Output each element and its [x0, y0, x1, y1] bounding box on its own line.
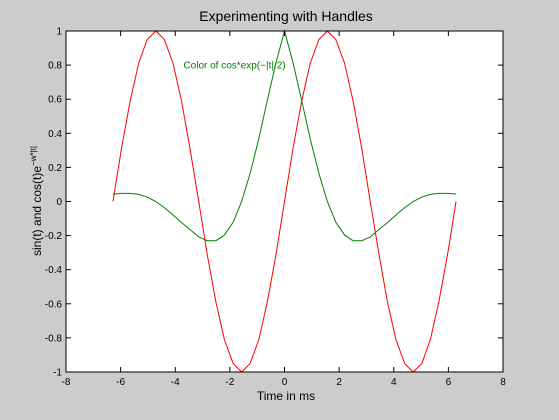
y-tick-label: 0.8: [48, 61, 62, 72]
chart-title: Experimenting with Handles: [199, 8, 373, 24]
y-tick-label: -1: [53, 368, 62, 379]
y-tick-label: 0.6: [48, 95, 62, 106]
y-tick-label: -0.8: [45, 333, 63, 344]
x-tick-label: 8: [500, 377, 506, 388]
y-tick-label: -0.6: [45, 299, 63, 310]
x-tick-label: 2: [336, 377, 342, 388]
x-tick-label: -8: [62, 377, 71, 388]
annotation-text: Color of cos*exp(−|t|/2): [183, 61, 285, 72]
y-axis-label-superscript: −w*|t|: [29, 146, 38, 166]
x-tick-label: -2: [225, 377, 234, 388]
y-tick-label: -0.4: [45, 265, 63, 276]
x-tick-label: -4: [171, 377, 180, 388]
series-line-1: [112, 30, 457, 373]
ticks-layer: -8 -6 -4 -2 0 2 4 6 8 -1 -0.8 -0.6 -0.4 -0.2 0 0.2 0.4 0.…: [45, 27, 506, 389]
y-axis-label: sin(t) and cos(t)e−w*|t|: [29, 146, 44, 256]
x-tick-label: 4: [391, 377, 397, 388]
x-tick-label: -6: [116, 377, 125, 388]
x-axis-label: Time in ms: [257, 389, 315, 403]
y-tick-label: 0.4: [48, 129, 62, 140]
y-tick-label: 0.2: [48, 163, 62, 174]
y-tick-label: -0.2: [45, 231, 63, 242]
x-tick-label: 0: [282, 377, 288, 388]
y-axis-label-base: sin(t) and cos(t)e: [30, 166, 44, 256]
y-tick-label: 0: [56, 197, 62, 208]
x-tick-label: 6: [446, 377, 452, 388]
y-tick-label: 1: [56, 27, 62, 38]
